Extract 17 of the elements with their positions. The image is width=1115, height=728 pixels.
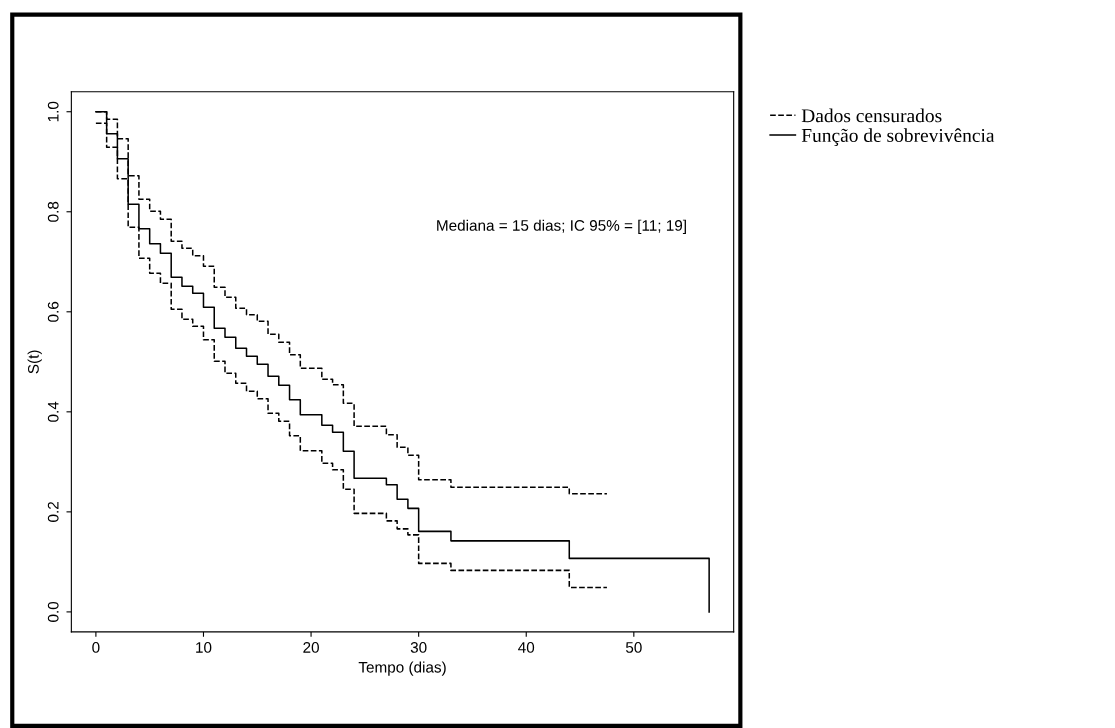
x-tick-label: 20 — [303, 642, 319, 653]
y-tick-label: 0.8 — [47, 201, 59, 222]
y-tick-label: 0.2 — [47, 502, 59, 522]
y-tick-label: 1.0 — [47, 101, 59, 122]
annotation: Mediana = 15 dias; IC 95% = [11; 19] — [437, 219, 686, 234]
legend-label: Dados censurados — [801, 108, 942, 123]
x-tick-label: 10 — [196, 642, 212, 653]
x-tick-label: 50 — [625, 642, 642, 653]
y-tick-label: 0.4 — [47, 401, 59, 422]
x-axis-title: Tempo (dias) — [358, 661, 446, 676]
y-axis-title: S(t) — [27, 350, 42, 374]
x-tick-label: 40 — [518, 642, 535, 653]
legend-label: Função de sobrevivência — [801, 128, 995, 146]
x-tick-label: 30 — [410, 642, 427, 653]
y-tick-label: 0.6 — [47, 301, 59, 322]
x-tick-label: 0 — [92, 642, 100, 653]
y-tick-label: 0.0 — [47, 601, 59, 622]
